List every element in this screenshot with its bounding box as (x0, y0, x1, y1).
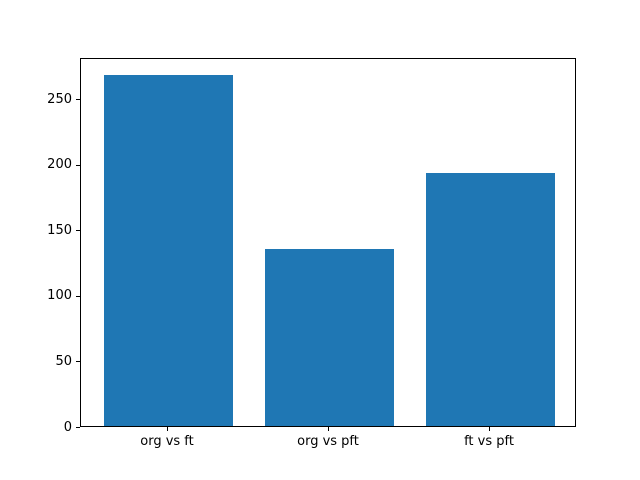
y-tick-mark (76, 99, 80, 100)
y-tick-label: 150 (47, 223, 72, 238)
y-tick-mark (76, 361, 80, 362)
y-tick-label: 200 (47, 157, 72, 172)
x-tick-mark (328, 427, 329, 431)
x-tick-label: org vs pft (297, 434, 359, 449)
y-tick-label: 250 (47, 92, 72, 107)
y-tick-label: 100 (47, 288, 72, 303)
plot-area (80, 58, 576, 427)
bar-org-vs-pft (265, 249, 394, 426)
bar-org-vs-ft (104, 75, 233, 426)
y-tick-mark (76, 230, 80, 231)
y-tick-mark (76, 296, 80, 297)
x-tick-label: ft vs pft (464, 434, 514, 449)
x-tick-mark (167, 427, 168, 431)
x-tick-label: org vs ft (140, 434, 194, 449)
y-tick-mark (76, 165, 80, 166)
y-tick-mark (76, 427, 80, 428)
x-tick-mark (489, 427, 490, 431)
y-tick-label: 50 (55, 354, 72, 369)
bar-ft-vs-pft (426, 173, 555, 426)
y-tick-label: 0 (63, 420, 72, 435)
